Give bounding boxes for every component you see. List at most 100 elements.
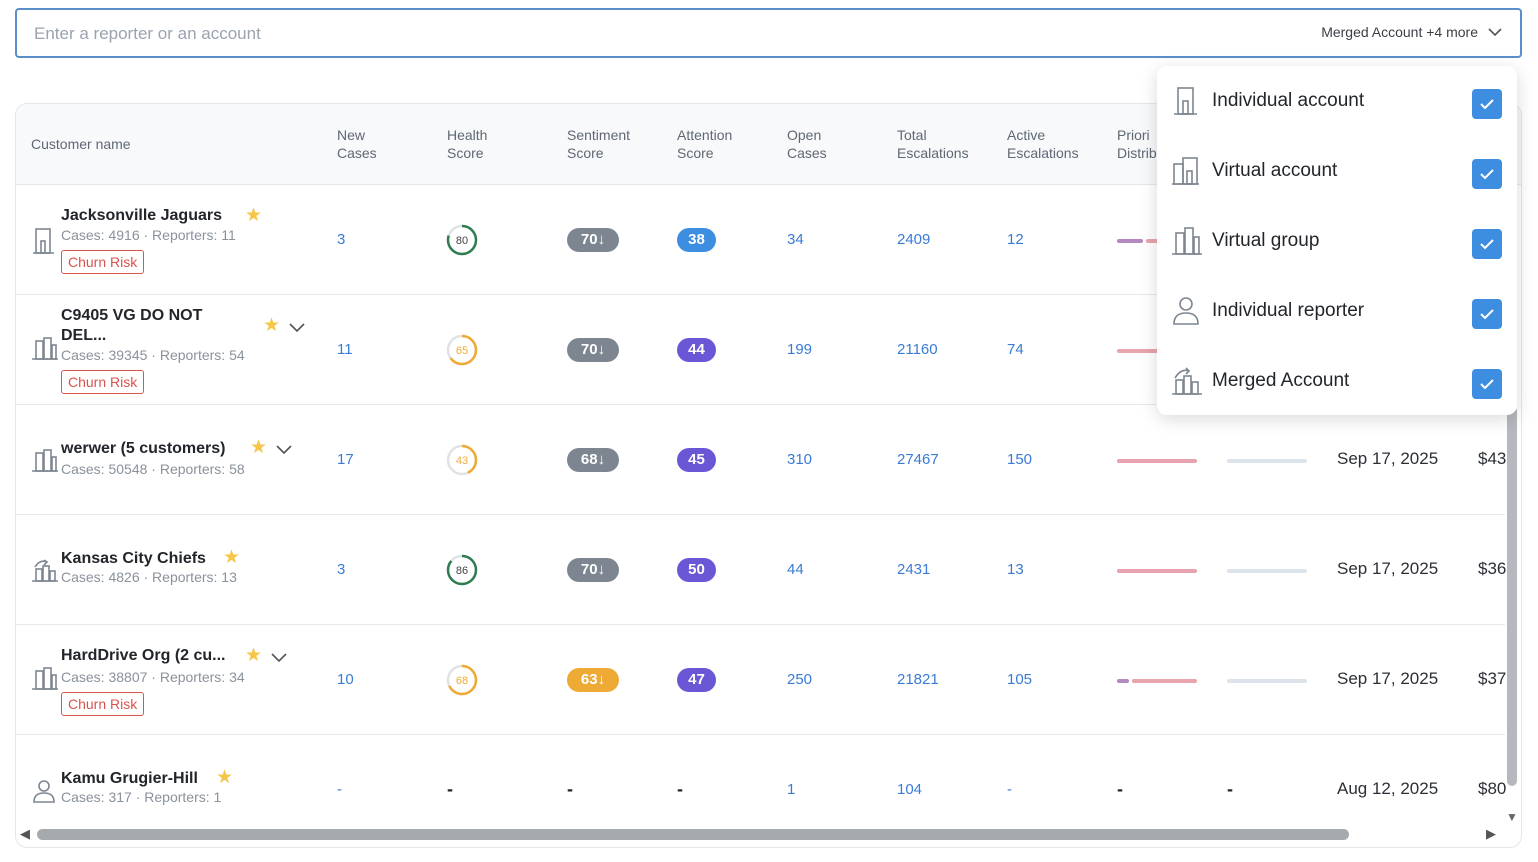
chevron-down-icon[interactable] bbox=[271, 653, 287, 663]
star-icon[interactable]: ★ bbox=[245, 645, 263, 666]
star-icon[interactable]: ★ bbox=[250, 437, 268, 458]
revenue-value: $80 bbox=[1478, 779, 1507, 798]
dropdown-item-individual-account[interactable]: Individual account bbox=[1157, 70, 1517, 130]
col-new-cases[interactable]: New Cases bbox=[337, 127, 377, 161]
checkbox-checked[interactable] bbox=[1472, 369, 1502, 399]
total-escalations-value[interactable]: 21821 bbox=[897, 671, 939, 688]
open-cases-value[interactable]: 199 bbox=[787, 341, 813, 358]
total-escalations-value[interactable]: 21160 bbox=[897, 341, 938, 358]
chevron-down-icon[interactable] bbox=[289, 323, 305, 333]
active-escalations-value[interactable]: 74 bbox=[1007, 341, 1024, 358]
priority-bar-segment bbox=[1117, 349, 1159, 353]
checkbox-checked[interactable] bbox=[1472, 229, 1502, 259]
col-total-escalations[interactable]: Total Escalations bbox=[897, 127, 969, 161]
open-cases-value[interactable]: 250 bbox=[787, 671, 813, 688]
table-row[interactable]: Kamu Grugier-Hill ★ Cases: 317 · Reporte… bbox=[16, 735, 1507, 845]
attention-score-badge: 44 bbox=[677, 338, 716, 362]
col-attention-score[interactable]: Attention Score bbox=[677, 127, 733, 161]
active-escalations-value[interactable]: - bbox=[1007, 781, 1012, 798]
star-icon[interactable]: ★ bbox=[216, 767, 234, 788]
checkbox-checked[interactable] bbox=[1472, 299, 1502, 329]
health-score-ring: 65 bbox=[446, 334, 478, 366]
new-cases-value[interactable]: 10 bbox=[337, 671, 354, 688]
attention-score-badge: 45 bbox=[677, 448, 716, 472]
customer-meta: Cases: 4826 · Reporters: 13 bbox=[61, 569, 237, 585]
dropdown-item-individual-reporter[interactable]: Individual reporter bbox=[1157, 280, 1517, 340]
open-cases-value[interactable]: 1 bbox=[787, 781, 796, 798]
customer-name[interactable]: Kamu Grugier-Hill bbox=[61, 770, 198, 787]
priority-bar-segment bbox=[1132, 679, 1197, 683]
priority-bar-segment bbox=[1117, 459, 1197, 463]
col-health-score[interactable]: Health Score bbox=[447, 127, 488, 161]
active-escalations-value[interactable]: 105 bbox=[1007, 671, 1033, 688]
customer-name[interactable]: HardDrive Org (2 cu... bbox=[61, 647, 226, 664]
horizontal-scrollbar-thumb[interactable] bbox=[37, 829, 1349, 840]
sentiment-score-badge: 68↓ bbox=[567, 448, 619, 472]
revenue-value: $37 bbox=[1478, 669, 1507, 688]
col-priority-distribution[interactable]: Priori Distrib bbox=[1117, 127, 1157, 161]
last-activity-date: Sep 17, 2025 bbox=[1337, 449, 1439, 468]
attention-score-badge: 47 bbox=[677, 668, 716, 692]
table-row[interactable]: C9405 VG DO NOT DEL... ★ Cases: 39345 · … bbox=[16, 295, 1505, 405]
total-escalations-value[interactable]: 104 bbox=[897, 781, 923, 798]
customer-name[interactable]: C9405 VG DO NOT DEL... bbox=[61, 307, 203, 344]
star-icon[interactable]: ★ bbox=[263, 315, 281, 336]
scroll-left-arrow-icon[interactable]: ◀ bbox=[20, 826, 30, 841]
search-input[interactable] bbox=[34, 22, 1234, 46]
health-score-ring: 80 bbox=[446, 224, 478, 256]
open-cases-value[interactable]: 310 bbox=[787, 451, 813, 468]
table-row[interactable]: HardDrive Org (2 cu... ★ Cases: 38807 · … bbox=[16, 625, 1507, 735]
table-row[interactable]: Jacksonville Jaguars ★ Cases: 4916 · Rep… bbox=[16, 185, 1505, 295]
table-row[interactable]: werwer (5 customers) ★ Cases: 50548 · Re… bbox=[16, 405, 1506, 515]
scroll-down-arrow-icon[interactable]: ▼ bbox=[1506, 810, 1518, 824]
check-icon bbox=[1480, 169, 1494, 180]
building-icon bbox=[1174, 87, 1197, 115]
account-type-filter[interactable]: Merged Account +4 more bbox=[1321, 24, 1502, 40]
chevron-down-icon[interactable] bbox=[276, 445, 292, 455]
total-escalations-value[interactable]: 2431 bbox=[897, 561, 931, 578]
sentiment-score-badge: 70↓ bbox=[567, 228, 619, 252]
dropdown-item-virtual-account[interactable]: Virtual account bbox=[1157, 140, 1517, 200]
merged-account-icon bbox=[1172, 367, 1202, 395]
new-cases-value[interactable]: - bbox=[337, 781, 342, 798]
last-activity-date: Aug 12, 2025 bbox=[1337, 779, 1439, 798]
active-escalations-value[interactable]: 150 bbox=[1007, 451, 1033, 468]
star-icon[interactable]: ★ bbox=[223, 547, 241, 568]
customer-meta: Cases: 39345 · Reporters: 54 bbox=[61, 347, 245, 363]
active-escalations-value[interactable]: 13 bbox=[1007, 561, 1024, 578]
open-cases-value[interactable]: 34 bbox=[787, 231, 804, 248]
table-row[interactable]: Kansas City Chiefs ★ Cases: 4826 · Repor… bbox=[16, 515, 1506, 625]
customer-name[interactable]: werwer (5 customers) bbox=[61, 440, 226, 457]
new-cases-value[interactable]: 17 bbox=[337, 451, 354, 468]
dropdown-item-label: Individual reporter bbox=[1212, 300, 1365, 321]
dropdown-item-label: Virtual account bbox=[1212, 160, 1338, 181]
customer-name[interactable]: Jacksonville Jaguars bbox=[61, 207, 222, 224]
star-icon[interactable]: ★ bbox=[245, 205, 263, 226]
checkbox-checked[interactable] bbox=[1472, 159, 1502, 189]
col-customer-name[interactable]: Customer name bbox=[31, 136, 131, 152]
col-sentiment-score[interactable]: Sentiment Score bbox=[567, 127, 631, 161]
open-cases-value[interactable]: 44 bbox=[787, 561, 804, 578]
health-score-value: - bbox=[447, 779, 453, 799]
checkbox-checked[interactable] bbox=[1472, 89, 1502, 119]
col-open-cases[interactable]: Open Cases bbox=[787, 127, 827, 161]
new-cases-value[interactable]: 11 bbox=[337, 341, 353, 358]
new-cases-value[interactable]: 3 bbox=[337, 231, 346, 248]
total-escalations-value[interactable]: 2409 bbox=[897, 231, 931, 248]
secondary-bar bbox=[1227, 569, 1307, 573]
new-cases-value[interactable]: 3 bbox=[337, 561, 346, 578]
churn-risk-badge: Churn Risk bbox=[61, 250, 145, 274]
total-escalations-value[interactable]: 27467 bbox=[897, 451, 939, 468]
churn-risk-badge: Churn Risk bbox=[61, 692, 145, 716]
health-score-value: 65 bbox=[456, 345, 468, 357]
col-active-escalations[interactable]: Active Escalations bbox=[1007, 127, 1079, 161]
scroll-right-arrow-icon[interactable]: ▶ bbox=[1486, 826, 1496, 841]
merged-account-icon bbox=[32, 559, 58, 582]
vertical-scrollbar-thumb[interactable] bbox=[1507, 406, 1517, 786]
active-escalations-value[interactable]: 12 bbox=[1007, 231, 1024, 248]
dropdown-item-virtual-group[interactable]: Virtual group bbox=[1157, 210, 1517, 270]
dropdown-item-label: Virtual group bbox=[1212, 230, 1320, 251]
dropdown-item-merged-account[interactable]: Merged Account bbox=[1157, 350, 1517, 410]
churn-risk-badge: Churn Risk bbox=[61, 370, 145, 394]
customer-name[interactable]: Kansas City Chiefs bbox=[61, 550, 206, 567]
